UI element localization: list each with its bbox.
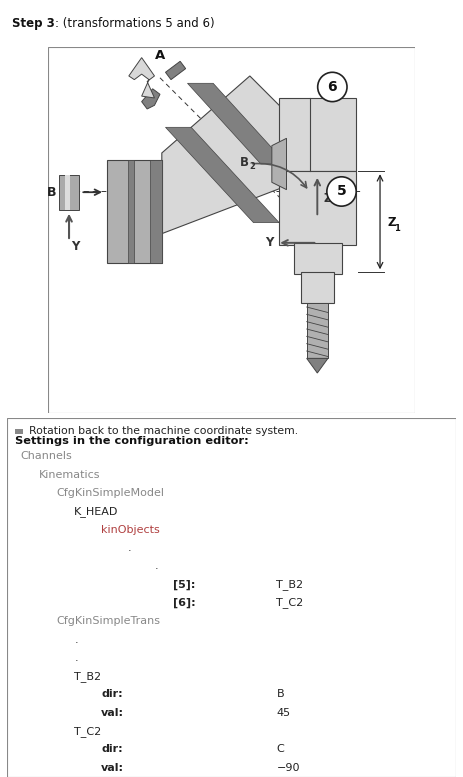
- Polygon shape: [165, 127, 279, 223]
- Text: Step 3: Step 3: [12, 17, 54, 30]
- Text: Y: Y: [71, 240, 79, 253]
- Polygon shape: [162, 76, 290, 234]
- Text: [5]:: [5]:: [173, 580, 195, 590]
- Text: Z: Z: [388, 216, 396, 229]
- Text: [6]:: [6]:: [173, 598, 196, 608]
- Bar: [150, 160, 162, 263]
- Bar: [107, 160, 162, 263]
- Text: B: B: [276, 689, 284, 699]
- Polygon shape: [129, 57, 155, 98]
- Text: kinObjects: kinObjects: [101, 524, 160, 535]
- Text: dir:: dir:: [101, 689, 123, 699]
- Bar: [279, 171, 356, 245]
- Text: 45: 45: [276, 708, 291, 718]
- Text: .: .: [74, 635, 78, 644]
- Polygon shape: [188, 83, 287, 164]
- Text: K_HEAD: K_HEAD: [74, 506, 119, 517]
- Text: Channels: Channels: [20, 451, 72, 462]
- Text: T_B2: T_B2: [74, 671, 101, 681]
- Text: 2: 2: [250, 162, 256, 172]
- Text: Rotation back to the machine coordinate system.: Rotation back to the machine coordinate …: [29, 427, 298, 437]
- Bar: [279, 98, 356, 171]
- Polygon shape: [307, 358, 328, 373]
- Text: Z: Z: [323, 193, 332, 205]
- Text: Settings in the configuration editor:: Settings in the configuration editor:: [15, 437, 249, 446]
- Bar: [301, 272, 334, 303]
- Text: .: .: [155, 561, 159, 571]
- Bar: [128, 160, 134, 263]
- Polygon shape: [142, 89, 160, 109]
- Bar: [294, 243, 342, 274]
- Bar: [65, 175, 70, 210]
- Text: .: .: [74, 653, 78, 663]
- Text: dir:: dir:: [101, 744, 123, 754]
- Text: CfgKinSimpleModel: CfgKinSimpleModel: [56, 488, 164, 498]
- Text: val:: val:: [101, 763, 124, 772]
- Text: 5: 5: [337, 184, 346, 198]
- Circle shape: [318, 72, 347, 102]
- Text: Y: Y: [265, 236, 274, 249]
- Text: : (transformations 5 and 6): : (transformations 5 and 6): [55, 17, 214, 30]
- Text: val:: val:: [101, 708, 124, 718]
- Text: B: B: [240, 155, 249, 169]
- Text: −90: −90: [276, 763, 300, 772]
- Text: .: .: [128, 543, 132, 553]
- Text: A: A: [155, 49, 165, 62]
- Bar: [59, 175, 79, 210]
- Text: B: B: [47, 186, 56, 199]
- Text: Kinematics: Kinematics: [38, 470, 100, 479]
- Text: CfgKinSimpleTrans: CfgKinSimpleTrans: [56, 616, 160, 626]
- Polygon shape: [165, 61, 186, 79]
- Circle shape: [327, 177, 356, 206]
- Text: T_C2: T_C2: [276, 598, 304, 608]
- Polygon shape: [272, 138, 287, 190]
- Bar: [15, 429, 23, 434]
- Text: 6: 6: [327, 80, 337, 94]
- Bar: [307, 303, 328, 358]
- Text: C: C: [276, 744, 284, 754]
- Text: T_C2: T_C2: [74, 726, 101, 737]
- Text: T_B2: T_B2: [276, 579, 304, 590]
- Text: 1: 1: [394, 224, 400, 232]
